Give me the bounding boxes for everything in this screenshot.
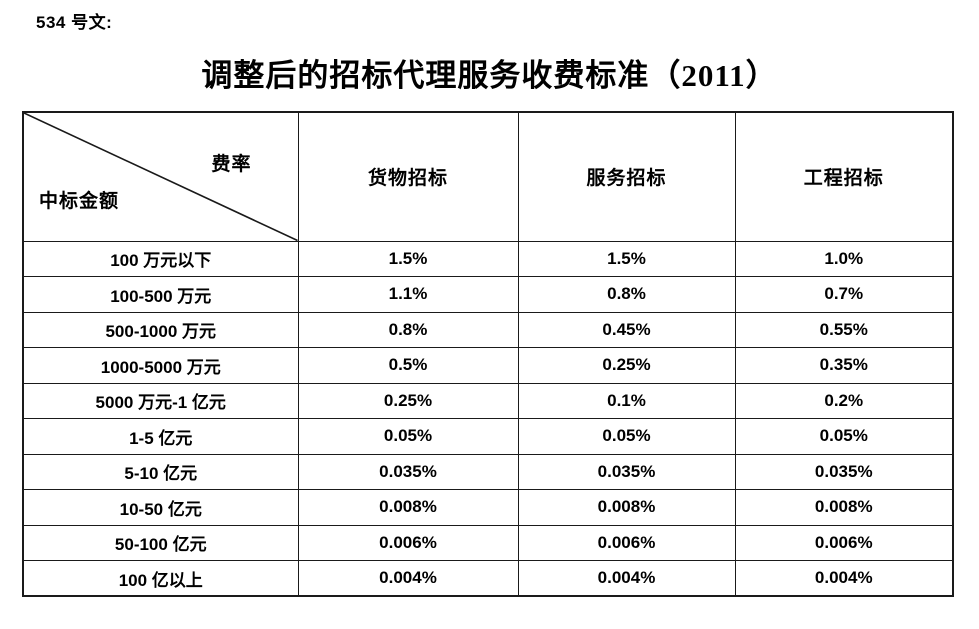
engineering-rate-cell: 0.008% (734, 489, 954, 526)
engineering-rate-cell: 0.004% (734, 560, 954, 597)
amount-range-cell: 1000-5000 万元 (22, 347, 299, 384)
fee-rate-table: 费率 中标金额 货物招标 服务招标 工程招标 100 万元以下 1.5% 1.5… (22, 111, 954, 597)
corner-amount-label: 中标金额 (39, 190, 120, 212)
goods-rate-cell: 0.8% (297, 311, 519, 348)
table-row: 100-500 万元 1.1% 0.8% 0.7% (22, 276, 954, 313)
engineering-rate-cell: 0.2% (734, 382, 954, 419)
service-rate-cell: 1.5% (517, 240, 736, 277)
amount-range-cell: 10-50 亿元 (22, 489, 299, 526)
engineering-rate-cell: 0.05% (734, 418, 954, 455)
engineering-rate-cell: 0.7% (734, 276, 954, 313)
doc-number-label: 534 号文: (36, 13, 113, 32)
table-row: 50-100 亿元 0.006% 0.006% 0.006% (22, 524, 954, 561)
goods-rate-cell: 0.004% (297, 560, 519, 597)
service-rate-cell: 0.008% (517, 489, 736, 526)
engineering-rate-cell: 0.035% (734, 453, 954, 490)
goods-rate-cell: 0.25% (297, 382, 519, 419)
amount-range-cell: 100-500 万元 (22, 276, 299, 313)
service-rate-cell: 0.45% (517, 311, 736, 348)
table-row: 1000-5000 万元 0.5% 0.25% 0.35% (22, 347, 954, 384)
table-row: 1-5 亿元 0.05% 0.05% 0.05% (22, 418, 954, 455)
goods-rate-cell: 0.035% (297, 453, 519, 490)
goods-rate-cell: 1.5% (297, 240, 519, 277)
table-row: 100 亿以上 0.004% 0.004% 0.004% (22, 560, 954, 597)
amount-range-cell: 5000 万元-1 亿元 (22, 382, 299, 419)
goods-rate-cell: 1.1% (297, 276, 519, 313)
goods-rate-cell: 0.006% (297, 524, 519, 561)
service-rate-cell: 0.8% (517, 276, 736, 313)
amount-range-cell: 100 万元以下 (22, 240, 299, 277)
diagonal-divider (24, 113, 298, 241)
goods-rate-cell: 0.5% (297, 347, 519, 384)
column-header-engineering: 工程招标 (734, 111, 954, 242)
engineering-rate-cell: 1.0% (734, 240, 954, 277)
engineering-rate-cell: 0.55% (734, 311, 954, 348)
header-row: 费率 中标金额 货物招标 服务招标 工程招标 (22, 111, 954, 242)
amount-range-cell: 500-1000 万元 (22, 311, 299, 348)
table-row: 100 万元以下 1.5% 1.5% 1.0% (22, 240, 954, 277)
service-rate-cell: 0.035% (517, 453, 736, 490)
amount-range-cell: 5-10 亿元 (22, 453, 299, 490)
column-header-service: 服务招标 (517, 111, 736, 242)
diagonal-header-cell: 费率 中标金额 (22, 111, 299, 242)
table-row: 500-1000 万元 0.8% 0.45% 0.55% (22, 311, 954, 348)
amount-range-cell: 100 亿以上 (22, 560, 299, 597)
engineering-rate-cell: 0.35% (734, 347, 954, 384)
engineering-rate-cell: 0.006% (734, 524, 954, 561)
column-header-goods: 货物招标 (297, 111, 519, 242)
amount-range-cell: 1-5 亿元 (22, 418, 299, 455)
corner-rate-label: 费率 (211, 154, 252, 175)
service-rate-cell: 0.25% (517, 347, 736, 384)
service-rate-cell: 0.05% (517, 418, 736, 455)
table-row: 5000 万元-1 亿元 0.25% 0.1% 0.2% (22, 382, 954, 419)
table-row: 10-50 亿元 0.008% 0.008% 0.008% (22, 489, 954, 526)
goods-rate-cell: 0.05% (297, 418, 519, 455)
service-rate-cell: 0.004% (517, 560, 736, 597)
service-rate-cell: 0.1% (517, 382, 736, 419)
amount-range-cell: 50-100 亿元 (22, 524, 299, 561)
goods-rate-cell: 0.008% (297, 489, 519, 526)
table-row: 5-10 亿元 0.035% 0.035% 0.035% (22, 453, 954, 490)
service-rate-cell: 0.006% (517, 524, 736, 561)
document-title: 调整后的招标代理服务收费标准（2011） (201, 58, 778, 93)
